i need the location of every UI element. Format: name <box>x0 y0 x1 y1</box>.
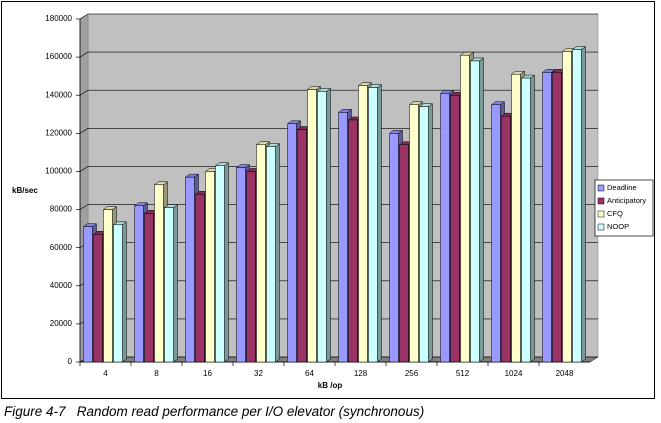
bar-side <box>122 221 127 363</box>
bar-front <box>144 213 154 363</box>
bar <box>469 57 485 363</box>
bar-front <box>419 106 429 363</box>
y-tick-label: 180000 <box>45 14 72 23</box>
y-tick-label: 60000 <box>50 243 73 252</box>
bar-front <box>236 167 246 363</box>
bar-front <box>572 49 582 363</box>
y-axis-label: kB/sec <box>12 186 38 195</box>
bar <box>367 84 383 363</box>
caption: Figure 4-7 Random read performance per I… <box>4 404 425 419</box>
bar-front <box>297 129 307 363</box>
x-tick-label: 4 <box>103 369 108 378</box>
bar-front <box>246 171 256 363</box>
x-axis-label: kB /op <box>318 381 343 390</box>
bar-front <box>542 72 552 363</box>
bar-front <box>450 94 460 363</box>
bar-front <box>521 77 531 363</box>
x-tick-label: 8 <box>154 369 159 378</box>
bar-front <box>409 104 419 363</box>
bar <box>112 221 128 363</box>
x-tick-label: 16 <box>203 369 212 378</box>
bar-front <box>368 87 378 363</box>
bar-front <box>338 112 348 363</box>
bar-front <box>501 115 511 363</box>
bar-side <box>530 74 535 363</box>
bar-front <box>307 89 317 363</box>
bar-side <box>479 57 484 363</box>
legend-box <box>594 179 654 237</box>
bar-front <box>511 74 521 363</box>
y-tick-label: 160000 <box>45 52 72 61</box>
bar-front <box>470 60 480 363</box>
bar-front <box>389 133 399 363</box>
grid-line <box>79 51 598 58</box>
x-tick-label: 1024 <box>505 369 523 378</box>
bar-front <box>317 91 327 363</box>
x-tick-label: 512 <box>456 369 470 378</box>
bar-side <box>224 162 229 363</box>
y-tick-label: 40000 <box>50 281 73 290</box>
x-tick-label: 64 <box>305 369 314 378</box>
bar-front <box>562 51 572 363</box>
bar <box>214 162 230 363</box>
bar <box>316 87 332 363</box>
bar <box>418 103 434 363</box>
legend-swatch <box>597 197 605 205</box>
bar-side <box>173 204 178 363</box>
bar-front <box>154 184 164 363</box>
legend-swatch <box>597 223 605 231</box>
grid-line <box>79 13 598 20</box>
x-tick-label: 256 <box>405 369 419 378</box>
bar-front <box>103 209 113 363</box>
grid-line <box>79 89 598 96</box>
bar-front <box>134 205 144 363</box>
x-tick-label: 128 <box>354 369 368 378</box>
bar-side <box>428 103 433 363</box>
bar <box>265 143 281 363</box>
bar-front <box>164 207 174 363</box>
bar-side <box>326 87 331 363</box>
bar-front <box>358 85 368 363</box>
x-tick-label: 32 <box>254 369 263 378</box>
bar-front <box>83 226 93 363</box>
legend-label: Anticipatory <box>607 196 646 205</box>
bar-side <box>581 45 586 363</box>
y-tick-label: 140000 <box>45 90 72 99</box>
bar <box>520 74 536 363</box>
bar-front <box>440 93 450 363</box>
y-tick-label: 20000 <box>50 319 73 328</box>
bar-front <box>93 234 103 363</box>
bar-front <box>287 123 297 363</box>
bar-front <box>113 224 123 363</box>
bar-side <box>275 143 280 363</box>
y-tick-label: 80000 <box>50 205 73 214</box>
legend-label: NOOP <box>607 222 629 231</box>
bar-front <box>205 171 215 363</box>
bar-front <box>215 165 225 363</box>
bar-front <box>266 146 276 363</box>
legend-label: Deadline <box>607 183 637 192</box>
legend-swatch <box>597 184 605 192</box>
bar <box>163 204 179 363</box>
legend-swatch <box>597 210 605 218</box>
bar-front <box>348 119 358 363</box>
bar-side <box>377 84 382 363</box>
bar-front <box>399 144 409 363</box>
bar-front <box>552 72 562 363</box>
y-tick-label: 120000 <box>45 128 72 137</box>
bar-front <box>195 194 205 363</box>
x-tick-label: 2048 <box>556 369 574 378</box>
y-tick-label: 100000 <box>45 167 72 176</box>
bar-front <box>460 54 470 363</box>
bar-front <box>185 176 195 363</box>
bar <box>571 45 587 363</box>
y-tick-label: 0 <box>68 357 73 366</box>
bar-front <box>491 104 501 363</box>
legend-label: CFQ <box>607 209 623 218</box>
bar-front <box>256 144 266 363</box>
